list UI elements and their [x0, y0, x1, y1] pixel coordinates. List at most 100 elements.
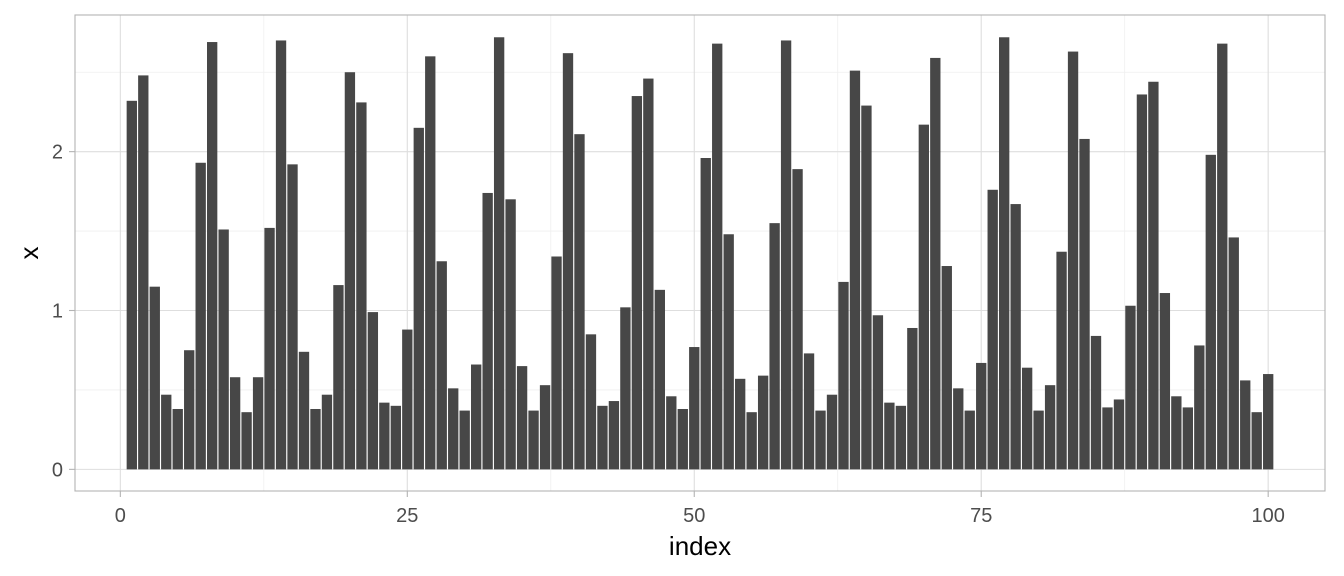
- x-axis-title: index: [669, 531, 731, 561]
- bar: [620, 307, 631, 470]
- bar: [677, 408, 688, 470]
- bar: [551, 256, 562, 470]
- bar: [505, 199, 516, 470]
- bar: [999, 37, 1010, 470]
- bar: [689, 347, 700, 470]
- bar: [838, 281, 849, 470]
- bar: [907, 327, 918, 470]
- bar: [333, 285, 344, 470]
- bar: [849, 70, 861, 470]
- bar: [195, 162, 206, 470]
- bar: [735, 378, 746, 470]
- bar: [448, 388, 459, 470]
- bar: [310, 408, 321, 470]
- bar: [895, 405, 907, 470]
- bar: [712, 43, 723, 470]
- bar: [321, 394, 333, 470]
- bar: [1182, 407, 1193, 470]
- bar: [930, 57, 941, 470]
- bar: [149, 286, 160, 470]
- bar: [1217, 43, 1228, 470]
- bar: [241, 412, 252, 470]
- bar: [1056, 251, 1067, 470]
- bar: [298, 351, 310, 470]
- bar: [953, 388, 964, 470]
- bar: [1205, 154, 1216, 470]
- bar: [379, 402, 390, 470]
- bar: [482, 192, 493, 470]
- y-axis-title: x: [14, 247, 44, 260]
- x-axis: 0 25 50 75 100: [115, 491, 1285, 527]
- bar: [861, 105, 872, 470]
- x-tick-label: 0: [115, 505, 126, 527]
- bar: [344, 72, 356, 470]
- panel-border: [74, 14, 1326, 492]
- bar: [1079, 138, 1090, 470]
- x-tick-label: 50: [683, 505, 705, 527]
- bar: [1171, 396, 1182, 470]
- bar: [643, 78, 654, 470]
- bars: [126, 37, 1274, 470]
- bar: [574, 134, 585, 470]
- bar: [1090, 335, 1102, 470]
- bar: [1148, 81, 1159, 470]
- bar: [126, 100, 137, 470]
- y-tick-label: 1: [52, 301, 63, 323]
- bar: [1067, 51, 1079, 470]
- bar: [1263, 374, 1274, 470]
- bar: [585, 334, 597, 470]
- bar: [436, 261, 447, 470]
- bar: [976, 362, 987, 470]
- bar: [826, 394, 838, 470]
- bar: [769, 223, 780, 470]
- bar: [1240, 380, 1251, 470]
- bar: [287, 164, 298, 470]
- bar: [207, 42, 218, 470]
- bar: [780, 40, 792, 470]
- bar: [459, 410, 470, 470]
- bar: [757, 375, 769, 470]
- bar: [700, 158, 711, 470]
- bar: [1021, 367, 1033, 470]
- bar: [941, 266, 952, 470]
- bar: [138, 75, 149, 470]
- bar: [161, 394, 172, 470]
- bar: [471, 364, 482, 470]
- bar: [666, 396, 677, 470]
- bar: [184, 350, 195, 470]
- bar: [803, 353, 815, 470]
- bar: [1194, 345, 1205, 470]
- bar: [402, 329, 413, 470]
- bar: [746, 412, 757, 470]
- bar: [367, 312, 379, 470]
- bar: [539, 385, 551, 470]
- bar: [918, 124, 929, 470]
- bar: [264, 227, 275, 470]
- bar: [1159, 293, 1171, 470]
- bar: [723, 234, 734, 470]
- x-tick-label: 100: [1251, 505, 1284, 527]
- bar: [493, 37, 505, 470]
- bar: [528, 410, 539, 470]
- x-tick-label: 25: [396, 505, 418, 527]
- bar: [516, 366, 528, 470]
- bar: [1033, 410, 1044, 470]
- bar: [631, 96, 643, 470]
- bar: [172, 408, 183, 470]
- bar: [1102, 407, 1113, 470]
- bar: [964, 410, 975, 470]
- y-tick-label: 2: [52, 142, 63, 164]
- bar: [792, 169, 803, 470]
- bar: [1125, 305, 1136, 470]
- bar: [597, 405, 608, 470]
- bar: [413, 127, 424, 470]
- bar: [987, 189, 998, 470]
- bar: [390, 405, 401, 470]
- bar: [1113, 399, 1125, 470]
- bar: [1251, 412, 1262, 470]
- bar: [252, 377, 264, 470]
- bar: [1044, 385, 1056, 470]
- bar: [1228, 237, 1239, 470]
- bar: [815, 410, 826, 470]
